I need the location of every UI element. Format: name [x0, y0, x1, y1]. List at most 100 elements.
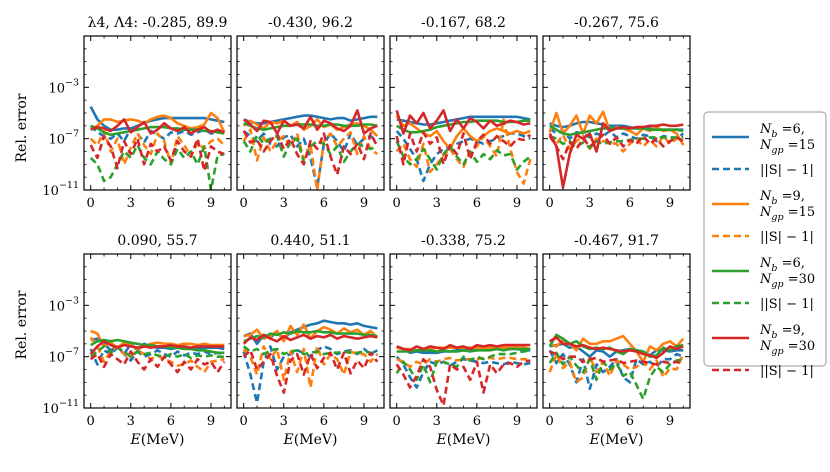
axes-frame	[542, 35, 691, 191]
series-line-3	[90, 111, 226, 133]
series-line-5	[90, 124, 225, 137]
legend-entry-1: Nb =6,Ngp =15	[712, 122, 815, 156]
panel-5: 0.090, 55.7 0 3 6 9 10−3 10−7 10−11 E(MeV)	[42, 233, 232, 448]
x-tick-label: 3	[280, 196, 288, 211]
legend-entry-4: ||S| − 1|	[712, 230, 814, 245]
panel-6: 0.440, 51.1 0 3 6 9 E(MeV)	[236, 233, 385, 448]
x-tick-label: 6	[473, 196, 481, 211]
panel-title: -0.167, 68.2	[421, 15, 506, 31]
panel-title: λ4, Λ4: -0.285, 89.9	[88, 15, 228, 31]
x-tick-label: 9	[360, 196, 368, 211]
series-line-7	[548, 122, 684, 189]
legend-label: Nb =9,	[759, 189, 805, 207]
x-tick-label: 0	[87, 196, 95, 211]
series-line-8	[395, 131, 532, 166]
panel-title: -0.467, 91.7	[574, 233, 659, 249]
x-tick-label: 0	[240, 196, 248, 211]
y-tick-label: 10−7	[48, 347, 79, 366]
x-tick-label: 6	[626, 196, 634, 211]
series-line-2	[242, 129, 379, 189]
x-tick-label: 9	[207, 414, 215, 429]
series-line-5	[243, 122, 378, 131]
legend-label: Nb =6,	[759, 256, 805, 274]
x-tick-label: 9	[207, 196, 215, 211]
series-line-2	[395, 130, 531, 183]
series-line-8	[548, 133, 684, 161]
panel-title: -0.430, 96.2	[268, 15, 353, 31]
series-line-4	[395, 118, 532, 185]
panel-8: -0.467, 91.7 0 3 6 9 E(MeV)	[542, 233, 691, 448]
series-line-7	[395, 109, 531, 135]
x-tick-label: 6	[167, 196, 175, 211]
series-line-6	[395, 349, 531, 384]
panel-1: λ4, Λ4: -0.285, 89.9 0 3 6 9 10−3 10−7 10−11	[42, 15, 232, 211]
series-line-4	[89, 129, 226, 166]
legend-label: Nb =9,	[759, 323, 805, 341]
x-tick-label: 9	[360, 414, 368, 429]
series-line-7	[89, 340, 225, 355]
x-tick-label: 0	[393, 414, 401, 429]
y-tick-label: 10−11	[42, 180, 79, 199]
legend-label: ||S| − 1|	[760, 230, 814, 245]
series-line-7	[396, 343, 531, 352]
x-axis-label: E(MeV)	[589, 432, 644, 448]
y-tick-label: 10−11	[42, 398, 79, 417]
panels: λ4, Λ4: -0.285, 89.9 0 3 6 9 10−3 10−7 10−11 -0.…	[42, 15, 691, 448]
x-tick-label: 9	[513, 414, 521, 429]
x-tick-label: 3	[586, 196, 594, 211]
series-line-6	[89, 345, 225, 360]
panel-title: 0.440, 51.1	[270, 233, 350, 249]
series-line-2	[89, 346, 225, 366]
y-tick-label: 10−7	[48, 129, 79, 148]
x-tick-label: 0	[546, 196, 554, 211]
x-axis-label: E(MeV)	[283, 432, 338, 448]
series-line-7	[242, 333, 378, 345]
series-line-5	[396, 347, 531, 353]
panel-4: -0.267, 75.6 0 3 6 9	[542, 15, 691, 211]
legend-entry-5: Nb =6,Ngp =30	[712, 256, 815, 290]
legend-entry-6: ||S| − 1|	[712, 297, 814, 312]
axes-frame	[236, 35, 385, 191]
x-tick-label: 9	[666, 414, 674, 429]
panel-title: 0.090, 55.7	[117, 233, 197, 249]
legend-label: ||S| − 1|	[760, 297, 814, 312]
x-tick-label: 0	[546, 414, 554, 429]
legend-entry-2: ||S| − 1|	[712, 163, 814, 178]
x-tick-label: 6	[473, 414, 481, 429]
x-tick-label: 0	[87, 414, 95, 429]
y-axis-label-top: Rel. error	[14, 93, 30, 162]
series-line-6	[395, 140, 532, 171]
x-tick-label: 3	[586, 414, 594, 429]
legend-label: Ngp =15	[759, 205, 815, 223]
x-axis-label: E(MeV)	[130, 432, 185, 448]
x-axis-label: E(MeV)	[436, 432, 491, 448]
x-tick-label: 6	[320, 196, 328, 211]
series-line-7	[549, 336, 684, 360]
legend-entry-7: Nb =9,Ngp =30	[712, 323, 815, 357]
y-tick-label: 10−3	[48, 295, 79, 314]
panel-title: -0.338, 75.2	[421, 233, 506, 249]
x-tick-label: 9	[666, 196, 674, 211]
series-line-8	[395, 357, 531, 407]
series-line-4	[548, 133, 684, 153]
legend-label: ||S| − 1|	[760, 364, 814, 379]
series-line-8	[549, 350, 684, 366]
axes-frame	[389, 253, 538, 409]
series-line-8	[89, 134, 225, 173]
x-tick-label: 6	[626, 414, 634, 429]
series-line-4	[396, 356, 531, 369]
series-line-8	[242, 130, 379, 176]
axes-frame	[83, 253, 232, 409]
panel-7: -0.338, 75.2 0 3 6 9 E(MeV)	[389, 233, 538, 448]
legend-entry-8: ||S| − 1|	[712, 364, 814, 379]
legend-label: Ngp =30	[759, 339, 815, 357]
legend-label: Ngp =15	[759, 138, 815, 156]
panel-3: -0.167, 68.2 0 3 6 9	[389, 15, 538, 211]
series-line-8	[242, 349, 379, 394]
series-line-8	[89, 350, 226, 374]
series-line-6	[548, 351, 684, 401]
series-line-7	[90, 118, 225, 135]
series-line-4	[242, 345, 379, 389]
x-tick-label: 6	[320, 414, 328, 429]
x-tick-label: 3	[433, 414, 441, 429]
